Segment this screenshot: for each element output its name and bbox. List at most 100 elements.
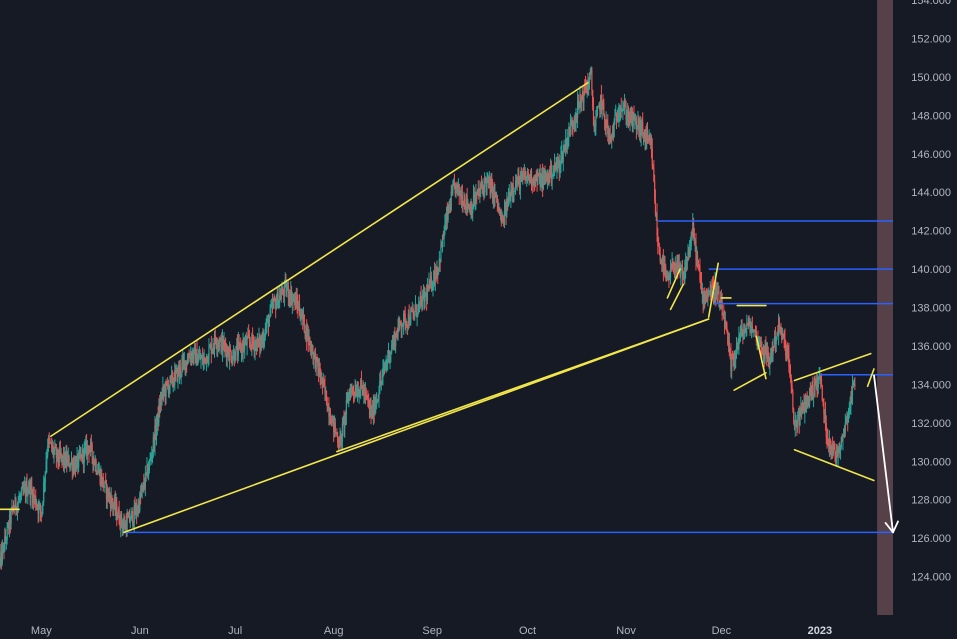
candle-body	[502, 218, 504, 220]
candle-body	[577, 100, 579, 107]
candle-body	[383, 366, 386, 369]
candle-body	[654, 198, 657, 216]
candle-body	[816, 377, 819, 387]
candle-body	[678, 262, 680, 266]
candle-body	[65, 453, 67, 466]
candle-body	[706, 296, 708, 299]
candle-body	[201, 356, 204, 364]
candle-body	[597, 106, 599, 108]
candle-body	[844, 423, 846, 434]
candle-body	[370, 405, 372, 417]
candle-body	[743, 332, 745, 337]
candle-body	[279, 295, 282, 300]
candle-body	[465, 195, 467, 209]
candle-body	[406, 325, 409, 327]
candle-body	[619, 112, 621, 114]
candle-body	[580, 95, 583, 104]
candle-body	[444, 224, 446, 234]
candle-body	[467, 205, 469, 208]
candle-body	[150, 457, 152, 459]
candle-body	[739, 334, 741, 337]
x-axis[interactable]: May Jun Jul Aug Sep Oct Nov Dec 2023	[31, 625, 832, 637]
candle-body	[740, 326, 742, 333]
candle-body	[786, 348, 788, 350]
candle-body	[605, 120, 607, 129]
candle-body	[242, 342, 244, 353]
candle-body	[167, 383, 169, 386]
candle-body	[237, 342, 239, 356]
candle-body	[238, 342, 240, 343]
candle-body	[27, 491, 29, 496]
candle-body	[535, 174, 537, 177]
candle-body	[132, 511, 134, 525]
candle-body	[704, 292, 707, 301]
candle-body	[847, 410, 850, 422]
candle-body	[300, 318, 302, 320]
candle-body	[203, 357, 205, 361]
candle-body	[453, 182, 455, 186]
candle-body	[696, 255, 699, 260]
candle-body	[625, 106, 627, 120]
candle-body	[768, 361, 770, 365]
trendline	[336, 318, 710, 453]
candle-body	[36, 506, 38, 507]
candle-body	[799, 409, 801, 425]
candle-body	[514, 190, 516, 193]
candle-body	[565, 138, 568, 150]
candle-body	[665, 275, 668, 281]
candle-body	[696, 255, 698, 261]
candle-body	[583, 84, 585, 103]
candle-body	[103, 487, 105, 488]
candle-body	[34, 496, 36, 499]
candle-body	[271, 303, 273, 307]
candle-body	[120, 513, 123, 524]
candle-body	[839, 446, 841, 450]
candle-body	[225, 345, 227, 350]
candle-body	[824, 411, 827, 423]
candle-body	[571, 122, 573, 126]
candle-body	[692, 222, 695, 234]
candle-body	[745, 329, 747, 332]
candle-body	[557, 160, 559, 166]
candle-body	[564, 146, 566, 151]
candle-body	[736, 342, 738, 346]
candle-body	[472, 207, 474, 214]
candle-body	[369, 405, 371, 410]
candle-body	[743, 329, 746, 333]
candle-body	[185, 360, 187, 371]
projection-arrowhead	[892, 520, 899, 534]
candle-body	[240, 343, 242, 353]
candle-body	[236, 344, 238, 347]
candle-body	[718, 291, 720, 307]
candle-body	[3, 544, 5, 551]
candle-body	[351, 387, 353, 389]
candle-body	[461, 194, 463, 205]
candle-body	[396, 335, 398, 338]
candle-body	[348, 393, 350, 403]
candle-body	[135, 507, 137, 515]
candle-body	[140, 491, 143, 496]
candle-body	[112, 502, 114, 508]
candle-body	[397, 328, 399, 338]
candle-body	[542, 176, 545, 189]
candle-body	[627, 111, 630, 119]
candle-body	[429, 280, 431, 283]
candle-body	[15, 498, 17, 509]
candle-body	[797, 415, 800, 419]
candle-body	[321, 377, 324, 386]
y-tick-label: 140.000	[911, 264, 951, 276]
y-axis[interactable]: 124.000 126.000 128.000 130.000 132.000 134.0…	[911, 0, 951, 584]
candle-body	[394, 334, 396, 347]
candle-body	[516, 183, 518, 187]
candle-body	[339, 438, 341, 449]
candle-body	[751, 326, 753, 333]
candle-body	[518, 177, 521, 191]
candle-body	[77, 455, 79, 468]
candle-body	[778, 318, 780, 332]
candle-body	[753, 329, 755, 332]
candle-body	[437, 268, 440, 274]
candle-body	[449, 206, 452, 210]
candle-body	[113, 506, 115, 508]
candle-body	[847, 419, 849, 422]
